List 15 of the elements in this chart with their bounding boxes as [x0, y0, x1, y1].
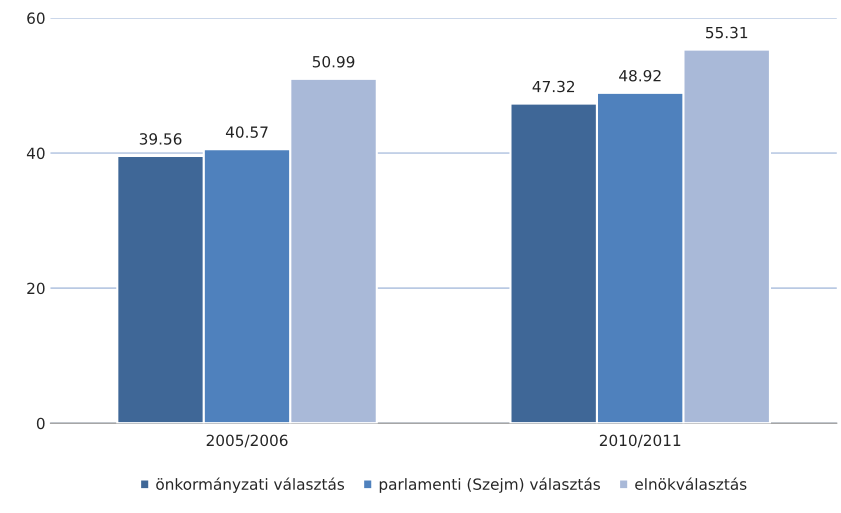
data-label: 50.99 [312, 56, 354, 68]
legend-label: parlamenti (Szejm) választás [380, 478, 600, 493]
y-tick-label: 0 [36, 418, 45, 430]
y-tick-label: 20 [27, 282, 45, 294]
data-label: 40.57 [226, 126, 268, 138]
data-label: 48.92 [619, 70, 661, 82]
legend-label: önkormányzati választás [156, 478, 344, 493]
data-label: 55.31 [706, 26, 748, 38]
legend-label: elnökválasztás [635, 478, 746, 490]
y-tick-label: 40 [26, 148, 45, 160]
data-label: 39.56 [140, 133, 182, 145]
x-tick-label: 2010/2011 [600, 434, 680, 448]
data-label: 47.32 [532, 80, 574, 92]
x-tick-label: 2005/2006 [206, 434, 288, 448]
y-tick-label: 60 [27, 12, 45, 24]
